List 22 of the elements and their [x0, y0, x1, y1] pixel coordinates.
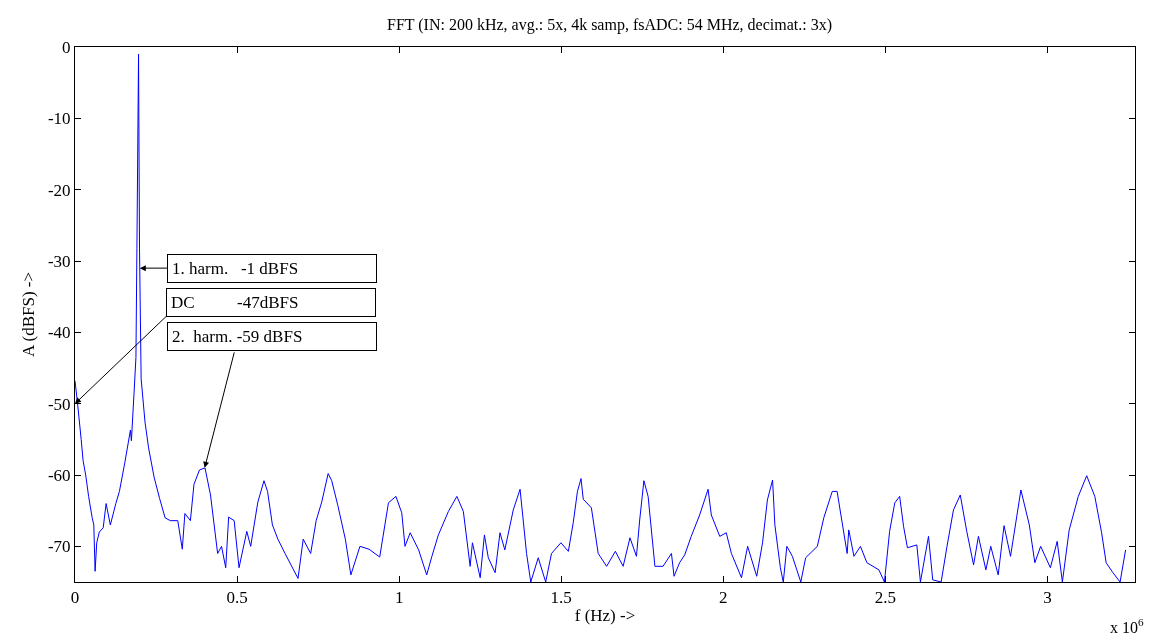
y-tick-label: -40	[47, 323, 71, 343]
y-tick-label: -50	[47, 394, 71, 414]
chart-title: FFT (IN: 200 kHz, avg.: 5x, 4k samp, fsADC: 54 MHz, decimat.: 3x)	[387, 16, 832, 35]
y-tick-label: -10	[47, 109, 71, 129]
x-tick-label: 2.5	[874, 588, 897, 608]
text: x 10$^{6}$	[1110, 616, 1144, 636]
annotation: 2. harm. -59 dBFS	[172, 327, 303, 346]
y-tick-label: -70	[47, 537, 71, 557]
annotation: 1. harm. -1 dBFS	[172, 259, 299, 278]
line-series	[75, 53, 1127, 582]
x-tick-label: 0.5	[226, 588, 248, 608]
x-tick-label: 3	[1043, 588, 1052, 608]
x-tick-label: 1.5	[550, 588, 572, 608]
y-tick-label: -60	[47, 465, 71, 485]
x-tick-label: 1	[394, 588, 404, 608]
y-tick-label: -20	[47, 180, 71, 200]
y-tick-label: -30	[47, 251, 71, 271]
y-axis-title: A (dBFS) ->	[19, 271, 39, 358]
y-tick-label: 0	[62, 37, 71, 57]
x-axis-title: f (Hz) ->	[574, 605, 636, 625]
x-tick-label: 2	[719, 588, 728, 608]
annotation: DC -47dBFS	[171, 293, 299, 312]
